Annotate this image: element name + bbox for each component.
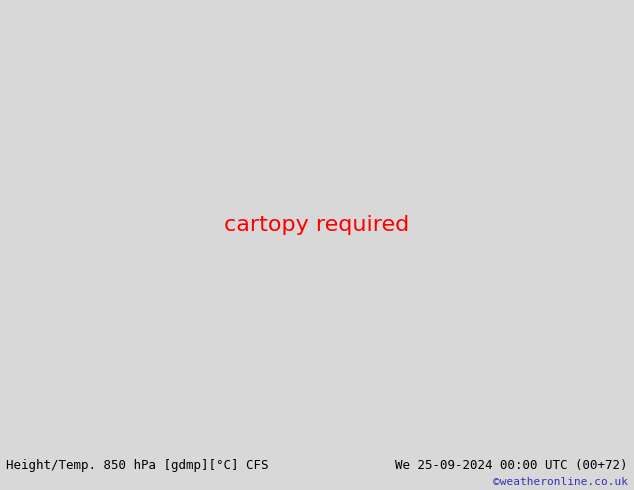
Text: cartopy required: cartopy required <box>224 215 410 235</box>
Text: Height/Temp. 850 hPa [gdmp][°C] CFS: Height/Temp. 850 hPa [gdmp][°C] CFS <box>6 459 269 471</box>
Text: We 25-09-2024 00:00 UTC (00+72): We 25-09-2024 00:00 UTC (00+72) <box>395 459 628 471</box>
Text: ©weatheronline.co.uk: ©weatheronline.co.uk <box>493 477 628 487</box>
